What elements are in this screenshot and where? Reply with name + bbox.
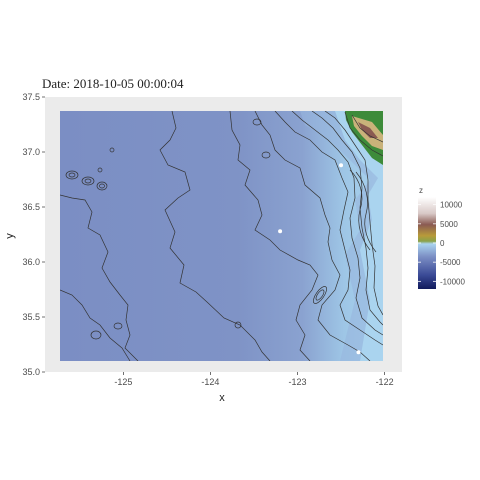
legend-tick-label: -10000 [440,277,465,286]
data-point [278,229,283,234]
heatmap-raster [60,111,383,361]
y-tick-label: 35.0 [22,367,40,377]
contour-line [291,111,383,336]
x-axis: -125 -124 -123 -122 [114,372,394,387]
legend-colorbar [418,197,436,289]
y-tick-label: 36.0 [22,257,40,267]
ocean-field [60,111,383,361]
shallow-shelf [335,111,383,361]
y-tick-label: 36.5 [22,202,40,212]
contour-line [351,114,383,143]
y-axis-title: y [4,233,16,239]
y-tick-label: 37.5 [22,92,40,102]
legend-title: z [419,186,423,195]
land-ridge [358,122,378,138]
contour-line [274,111,383,346]
seamount-contour [109,147,115,153]
x-tick-label: -123 [289,377,307,387]
legend: z 10000 5000 0 -5000 -10000 [418,186,465,289]
legend-tick-label: 10000 [440,201,463,210]
shelf-area [300,111,383,361]
legend-tick-label: 0 [440,239,445,248]
seamount-contour [315,289,325,301]
legend-tick-label: 5000 [440,220,458,229]
contour-line [344,111,383,157]
legend-tick-label: -5000 [440,258,461,267]
contour-line [60,289,131,361]
contour-line [324,111,383,316]
seamount-contour [96,181,108,191]
seamount-contour [99,183,105,189]
legend-ticks: 10000 5000 0 -5000 -10000 [418,201,465,286]
x-tick-label: -122 [376,377,394,387]
data-points [278,163,361,355]
contour-line [311,111,383,326]
y-tick-label: 37.0 [22,147,40,157]
seamount-contour [313,286,327,304]
x-tick-label: -124 [201,377,219,387]
contour-line [60,194,139,361]
contour-line [355,171,377,253]
seamount-contour [84,178,92,184]
seamount-contour [68,172,76,178]
seamount-contour [90,330,102,340]
seamount-contour [113,322,123,330]
x-tick-label: -125 [114,377,132,387]
y-axis: 35.0 35.5 36.0 36.5 37.0 37.5 [22,92,45,377]
contour-lines [60,111,383,361]
seamount-contour [97,167,103,173]
seamount-contour [252,118,262,126]
seamount-contour [65,170,79,180]
contour-line [254,111,371,361]
data-point [356,350,361,355]
chart-title: Date: 2018-10-05 00:00:04 [42,76,184,91]
seamount-contour [234,321,242,329]
seamount-contour [81,176,95,186]
x-axis-title: x [219,392,225,404]
data-point [339,163,344,168]
y-tick-label: 35.5 [22,312,40,322]
contour-line [159,111,271,361]
contour-line [229,111,319,361]
contour-line [349,169,371,251]
seamount-contour [261,151,271,159]
